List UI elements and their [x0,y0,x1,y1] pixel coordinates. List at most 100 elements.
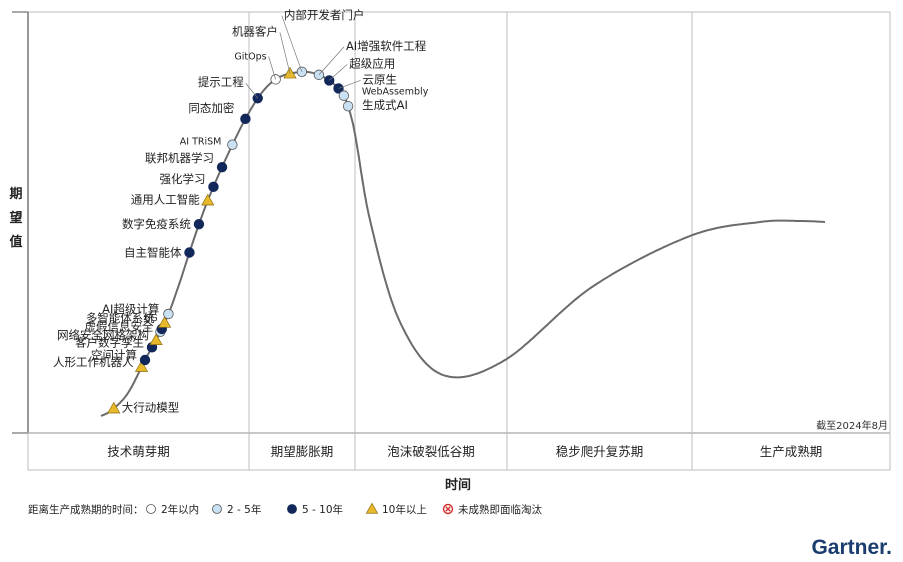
technology-label: 人形工作机器人 [53,355,134,369]
legend-item-obsolete: 未成熟即面临淘汰 [442,503,542,516]
legend-marker-5to10 [287,504,297,514]
marker-5to10 [216,161,228,173]
technology-point: 同态加密 [188,101,251,125]
technology-point: 机器客户 [232,25,297,79]
legend-marker-obsolete [442,503,454,515]
technology-label: 数字免疫系统 [122,217,191,231]
legend-title: 距离生产成熟期的时间： [28,503,144,516]
technology-label: 大行动模型 [122,401,180,415]
technology-label: 多智能体系统 [86,311,155,325]
technology-label: WebAssembly [362,87,429,98]
legend-marker-gt10 [365,502,379,514]
technology-label: GitOps [234,51,266,62]
technology-point: 强化学习 [159,172,219,193]
gartner-logo: Gartner. [811,536,892,559]
phase-label-2: 期望膨胀期 [271,444,334,459]
marker-5to10 [240,113,251,125]
marker-5to10 [184,247,195,258]
legend-label: 5 - 10年 [302,503,343,516]
technology-label: 空间计算 [91,348,137,362]
technology-point: AI超级计算 [102,302,174,320]
legend-label: 2年以内 [161,503,199,516]
technology-label: 自主智能体 [124,245,182,259]
marker-2to5 [163,308,174,320]
technology-point: AI增强软件工程 [313,39,427,81]
technology-label: 联邦机器学习 [145,151,214,165]
marker-2to5 [296,66,308,78]
technology-label: 云原生 [363,72,398,86]
marker-gt10 [107,401,121,414]
phase-label-1: 技术萌芽期 [107,444,170,459]
technology-point: 内部开发者门户 [281,8,365,78]
legend-label: 2 - 5年 [227,503,261,516]
marker-lt2 [270,74,281,85]
legend-item-gt10: 10年以上 [365,502,427,516]
legend-item-lt2: 2年以内 [146,503,199,516]
legend-marker-2to5 [212,504,222,514]
phase-labels: 技术萌芽期 期望膨胀期 泡沫破裂低谷期 稳步爬升复苏期 生产成熟期 [107,444,822,459]
technology-label: 同态加密 [188,101,234,115]
marker-2to5 [342,100,354,112]
leader-line [338,80,361,89]
technology-points: 大行动模型 人形工作机器人空间计算客户数字孪生网络安全网格架构虚假信息安全多智能体… [53,8,429,415]
marker-2to5 [227,139,238,150]
legend-item-2to5: 2 - 5年 [212,503,261,516]
technology-point: GitOps [234,51,281,85]
leader-line [268,56,276,80]
technology-label: 6G [144,313,157,324]
technology-label: 强化学习 [159,172,205,186]
hype-curve [100,70,825,417]
legend-label: 10年以上 [382,503,427,516]
technology-label: AI超级计算 [102,302,159,316]
technology-point: 联邦机器学习 [145,151,228,173]
marker-2to5 [338,90,350,101]
marker-gt10 [149,333,163,345]
y-axis-label: 期望值 [9,187,22,250]
plot-frame [12,11,891,471]
technology-label: 提示工程 [198,75,244,89]
phase-band [27,432,891,471]
marker-gt10 [134,360,149,372]
technology-point: 网络安全网格架构 [57,328,163,345]
legend-marker-lt2 [146,504,156,514]
date-note: 截至2024年8月 [816,419,888,432]
marker-5to10 [193,219,205,230]
technology-point: 生成式AI [342,98,408,112]
phase-label-3: 泡沫破裂低谷期 [387,444,475,459]
marker-5to10 [139,354,151,366]
technology-label: 网络安全网格架构 [57,328,149,342]
technology-label: 内部开发者门户 [284,8,365,22]
leader-line [281,15,303,72]
technology-label: 生成式AI [362,98,408,112]
marker-5to10 [208,181,219,193]
technology-point: 人形工作机器人 [53,355,149,372]
technology-point: 空间计算 [91,348,151,366]
technology-point: 大行动模型 [107,401,180,415]
leader-line [245,83,258,99]
technology-point: 自主智能体 [124,245,195,259]
leader-line [328,64,348,81]
technology-label: 超级应用 [349,56,395,70]
technology-label: 通用人工智能 [131,192,200,206]
marker-gt10 [201,193,215,206]
technology-point: 提示工程 [198,75,263,104]
technology-label: AI增强软件工程 [346,39,427,53]
technology-point: 6G [144,313,172,328]
technology-point: 数字免疫系统 [122,217,205,231]
leader-line [279,32,291,74]
technology-point: 云原生 [333,72,398,94]
x-axis-label: 时间 [445,477,471,493]
technology-point: WebAssembly [338,87,429,101]
technology-label: 机器客户 [232,25,278,39]
technology-point: AI TRiSM [180,137,238,150]
legend-label: 未成熟即面临淘汰 [458,503,542,516]
phase-label-5: 生产成熟期 [760,444,823,459]
technology-point: 超级应用 [324,56,395,86]
technology-label: 客户数字孪生 [75,335,144,349]
legend-item-5to10: 5 - 10年 [287,503,343,516]
legend: 距离生产成熟期的时间： 2年以内 2 - 5年 5 - 10年 10年以上 未成熟即面临淘… [28,502,542,516]
phase-label-4: 稳步爬升复苏期 [556,444,644,459]
leader-line [318,46,345,76]
technology-point: 通用人工智能 [131,192,215,206]
